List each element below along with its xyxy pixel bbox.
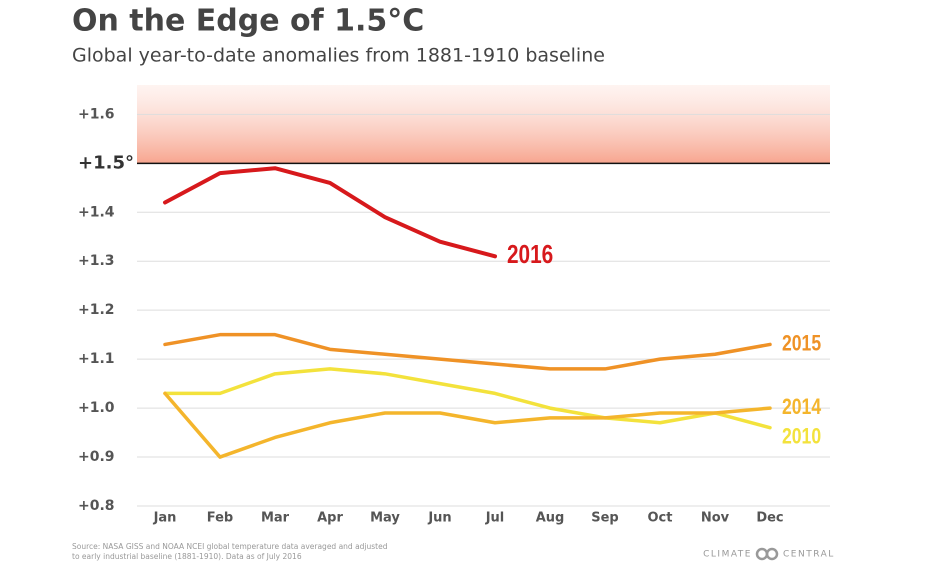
x-tick-label: Jul [485,511,505,526]
x-tick-label: Aug [536,511,565,526]
series-label: 2016 [507,240,553,269]
y-tick-label: +1.2 [78,302,115,318]
x-tick-label: May [370,511,400,526]
y-tick-label: +1.1 [78,351,115,367]
source-note: to early industrial baseline (1881-1910)… [72,552,302,561]
y-tick-label: +1.3 [78,253,115,269]
series-label: 2010 [782,425,821,449]
chart-subtitle: Global year-to-date anomalies from 1881-… [72,45,605,67]
source-note: Source: NASA GISS and NOAA NCEI global t… [72,542,388,551]
x-tick-label: Sep [591,511,619,526]
y-tick-label: +1.6 [78,106,115,122]
series-label: 2014 [782,395,821,419]
x-tick-label: Dec [756,511,783,526]
x-tick-label: Oct [648,511,673,526]
x-tick-label: Mar [261,511,290,526]
x-tick-label: Jun [427,511,451,526]
y-tick-label: +0.8 [78,498,115,514]
logo-icon [755,547,779,561]
y-tick-label: +1.4 [78,204,115,220]
chart-title: On the Edge of 1.5°C [72,4,424,39]
series-line [163,367,772,430]
y-tick-label: +1.0 [78,400,115,416]
logo-text: CENTRAL [783,550,835,560]
logo-text: CLIMATE [703,550,752,560]
series-line [163,166,497,259]
y-tick-label: +1.5° [78,152,134,173]
series-line [163,391,772,459]
series-label: 2015 [782,331,821,355]
threshold-zone [137,85,830,164]
series-line [163,332,772,371]
x-tick-label: Nov [701,511,730,526]
x-tick-label: Jan [153,511,177,526]
x-tick-label: Apr [317,511,343,526]
y-tick-label: +0.9 [78,449,115,465]
x-tick-label: Feb [207,511,233,526]
